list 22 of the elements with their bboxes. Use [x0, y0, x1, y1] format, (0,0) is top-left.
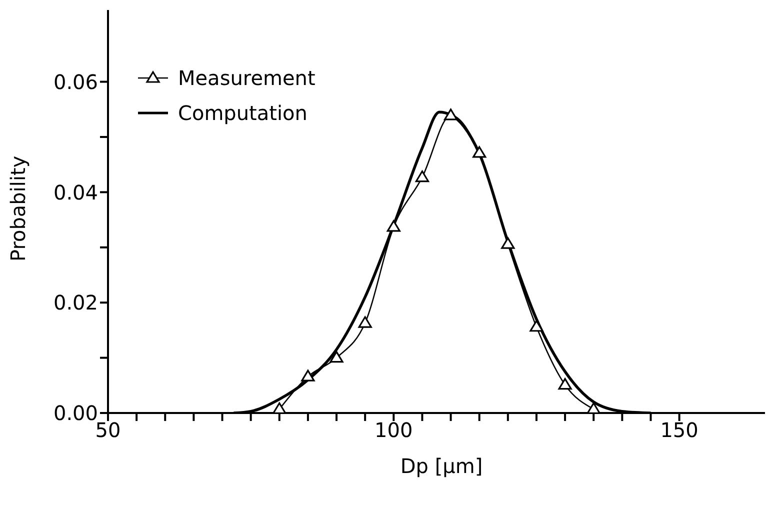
y-tick-label: 0.06 [53, 70, 98, 94]
legend-label: Measurement [178, 66, 316, 90]
point [501, 237, 515, 249]
x-tick-label: 50 [95, 418, 121, 442]
y-axis-title: Probability [6, 156, 30, 262]
point [530, 320, 544, 332]
legend-label: Computation [178, 101, 308, 125]
point [415, 170, 430, 182]
point [358, 316, 372, 328]
point [558, 378, 572, 390]
point [272, 402, 286, 413]
y-tick-label: 0.04 [53, 180, 98, 204]
point [472, 146, 486, 158]
x-axis-title: Dp [μm] [400, 454, 483, 478]
x-tick-label: 100 [374, 418, 413, 442]
point [301, 370, 315, 382]
point [586, 402, 600, 413]
x-tick-label: 150 [660, 418, 698, 442]
y-tick-label: 0.00 [53, 401, 98, 426]
point [444, 108, 458, 120]
point [330, 350, 344, 363]
y-tick-label: 0.02 [53, 290, 98, 315]
